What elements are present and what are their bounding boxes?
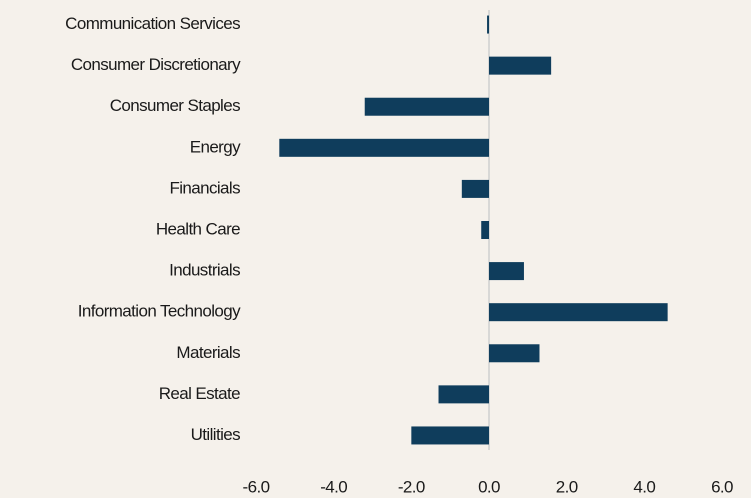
bar <box>487 15 489 34</box>
bar <box>411 426 489 445</box>
bar <box>438 385 489 404</box>
y-tick-label: Information Technology <box>78 302 241 321</box>
y-tick-label: Health Care <box>156 219 240 238</box>
bar <box>489 344 540 363</box>
y-tick-label: Financials <box>169 178 240 197</box>
y-tick-label: Communication Services <box>65 14 240 33</box>
bar <box>489 56 552 75</box>
bar <box>489 303 668 322</box>
bar <box>364 97 489 116</box>
y-tick-label: Consumer Discretionary <box>71 55 241 74</box>
y-tick-label: Industrials <box>169 261 240 280</box>
y-tick-label: Consumer Staples <box>110 96 240 115</box>
y-tick-label: Real Estate <box>159 384 240 403</box>
bar <box>279 138 489 157</box>
y-tick-label: Utilities <box>191 425 240 444</box>
bar <box>461 179 489 198</box>
y-tick-label: Materials <box>176 343 240 362</box>
bar <box>489 262 524 281</box>
x-tick-label: -4.0 <box>320 477 347 496</box>
x-tick-label: 4.0 <box>633 477 655 496</box>
x-tick-label: 0.0 <box>478 477 500 496</box>
x-tick-label: 2.0 <box>556 477 578 496</box>
x-tick-label: -6.0 <box>243 477 270 496</box>
x-tick-label: -2.0 <box>398 477 425 496</box>
bar <box>481 221 489 239</box>
x-tick-label: 6.0 <box>711 477 733 496</box>
y-tick-label: Energy <box>190 137 241 156</box>
